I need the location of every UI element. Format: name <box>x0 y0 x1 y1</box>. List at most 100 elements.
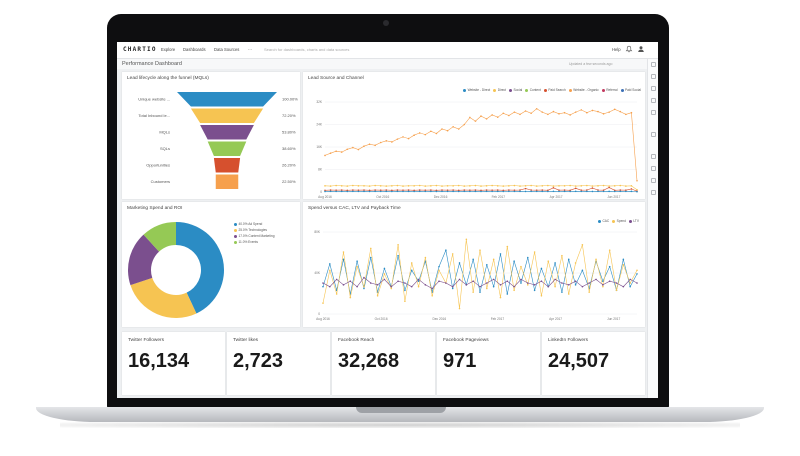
bell-icon[interactable] <box>625 45 633 53</box>
data-point <box>438 269 440 272</box>
data-point <box>540 294 543 297</box>
legend-entry[interactable]: Content <box>525 88 541 92</box>
data-point <box>499 284 502 286</box>
stat-label: LinkedIn Followers <box>548 338 588 343</box>
refresh-icon[interactable] <box>651 132 656 137</box>
legend-entry[interactable]: Paid Search <box>543 88 566 92</box>
data-point <box>619 110 622 113</box>
data-point <box>363 287 365 290</box>
chartio-logo[interactable]: CHARTIO <box>123 46 157 53</box>
funnel-svg: Unique website ... 100.00% Total Inbound l… <box>138 92 298 189</box>
data-point <box>329 185 332 187</box>
chart-icon[interactable] <box>651 154 656 159</box>
legend-entry[interactable]: 25.0% Technologies <box>234 228 267 232</box>
data-point <box>581 285 584 288</box>
data-point <box>407 189 410 191</box>
nav-more[interactable]: ⋯ <box>248 47 253 52</box>
data-point <box>451 285 454 288</box>
data-point <box>492 278 495 281</box>
data-point <box>465 284 468 286</box>
camera-icon[interactable] <box>651 178 656 183</box>
minus-icon[interactable] <box>651 98 656 103</box>
data-point <box>418 190 421 193</box>
data-point <box>430 190 432 193</box>
help-link[interactable]: Help <box>612 47 621 52</box>
data-point <box>324 189 326 192</box>
share-icon[interactable] <box>651 166 656 171</box>
edit-icon[interactable] <box>651 110 656 115</box>
y-tick-label: 40K <box>314 271 321 275</box>
legend-entry[interactable]: CAC <box>597 219 609 223</box>
add-icon[interactable] <box>651 86 656 91</box>
legend-entry[interactable]: 11.0% Events <box>234 240 258 244</box>
x-tick-label: Dec 2016 <box>432 317 446 321</box>
data-point <box>418 189 421 191</box>
user-icon[interactable] <box>637 45 645 53</box>
legend-entry[interactable]: Direct <box>493 88 506 92</box>
filter-icon[interactable] <box>651 74 656 79</box>
legend-entry[interactable]: 40.0% Ad Spend <box>234 222 262 226</box>
data-point <box>391 190 393 193</box>
data-point <box>397 280 399 282</box>
data-point <box>446 129 449 132</box>
data-point <box>379 141 382 144</box>
data-point <box>530 184 532 187</box>
data-point <box>608 280 611 282</box>
data-point <box>446 190 449 193</box>
stat-card-twitter-likes[interactable]: Twitter likes 2,723 <box>227 332 330 395</box>
settings-icon[interactable] <box>651 190 656 195</box>
data-point <box>602 189 605 191</box>
data-point <box>413 190 415 193</box>
data-point <box>346 190 349 193</box>
legend-entry[interactable]: Paid Social <box>620 88 641 92</box>
data-point <box>322 285 324 288</box>
data-point <box>469 116 471 119</box>
data-point <box>396 190 399 193</box>
data-point <box>519 185 521 187</box>
spend-roi-title: Marketing Spend and ROI <box>127 206 183 211</box>
data-point <box>374 189 376 191</box>
legend-swatch <box>628 219 632 223</box>
data-point <box>540 267 543 270</box>
data-point <box>368 143 371 145</box>
legend-entry[interactable]: Website - Organic <box>568 88 599 92</box>
data-point <box>613 190 616 193</box>
data-point <box>404 289 406 292</box>
data-point <box>567 258 570 261</box>
legend-entry[interactable]: Referral <box>601 88 618 92</box>
lead-source-panel: Lead Source and Channel Website - Direct… <box>303 72 645 199</box>
legend-label: Paid Search <box>548 88 566 92</box>
legend-entry[interactable]: 17.0% Content Marketing <box>234 234 274 238</box>
data-point <box>438 265 440 268</box>
nav-explore[interactable]: Explore <box>161 47 176 52</box>
data-point <box>540 280 543 282</box>
stat-card-facebook-reach[interactable]: Facebook Reach 32,268 <box>332 332 435 395</box>
data-point <box>574 262 577 264</box>
funnel-stage-pct: 72.20% <box>282 113 296 118</box>
data-point <box>629 282 631 284</box>
stat-card-twitter-followers[interactable]: Twitter Followers 16,134 <box>122 332 225 395</box>
stat-card-facebook-pageviews[interactable]: Facebook Pageviews 971 <box>437 332 540 395</box>
data-point <box>322 302 324 304</box>
nav-dashboards[interactable]: Dashboards <box>183 47 206 52</box>
legend-entry[interactable]: LTV <box>628 219 639 223</box>
data-point <box>390 285 393 288</box>
data-point <box>597 189 599 191</box>
legend-entry[interactable]: Website - Direct <box>463 88 490 92</box>
data-point <box>424 284 427 286</box>
funnel-stage-label: Opportunities <box>146 163 170 168</box>
data-point <box>335 293 338 295</box>
data-point <box>625 113 627 116</box>
expand-icon[interactable] <box>651 62 656 67</box>
stat-card-linkedin-followers[interactable]: LinkedIn Followers 24,507 <box>542 332 645 395</box>
data-point <box>352 190 354 193</box>
page-title[interactable]: Performance Dashboard <box>122 61 182 67</box>
nav-data-sources[interactable]: Data Sources <box>214 47 240 52</box>
data-point <box>552 190 555 193</box>
data-point <box>541 190 544 193</box>
search-input[interactable]: Search for dashboards, charts and data s… <box>264 47 350 52</box>
legend-entry[interactable]: Spend <box>612 219 626 223</box>
funnel-stage-pct: 26.20% <box>282 163 296 168</box>
legend-entry[interactable]: Social <box>509 88 522 92</box>
data-point <box>352 146 354 149</box>
